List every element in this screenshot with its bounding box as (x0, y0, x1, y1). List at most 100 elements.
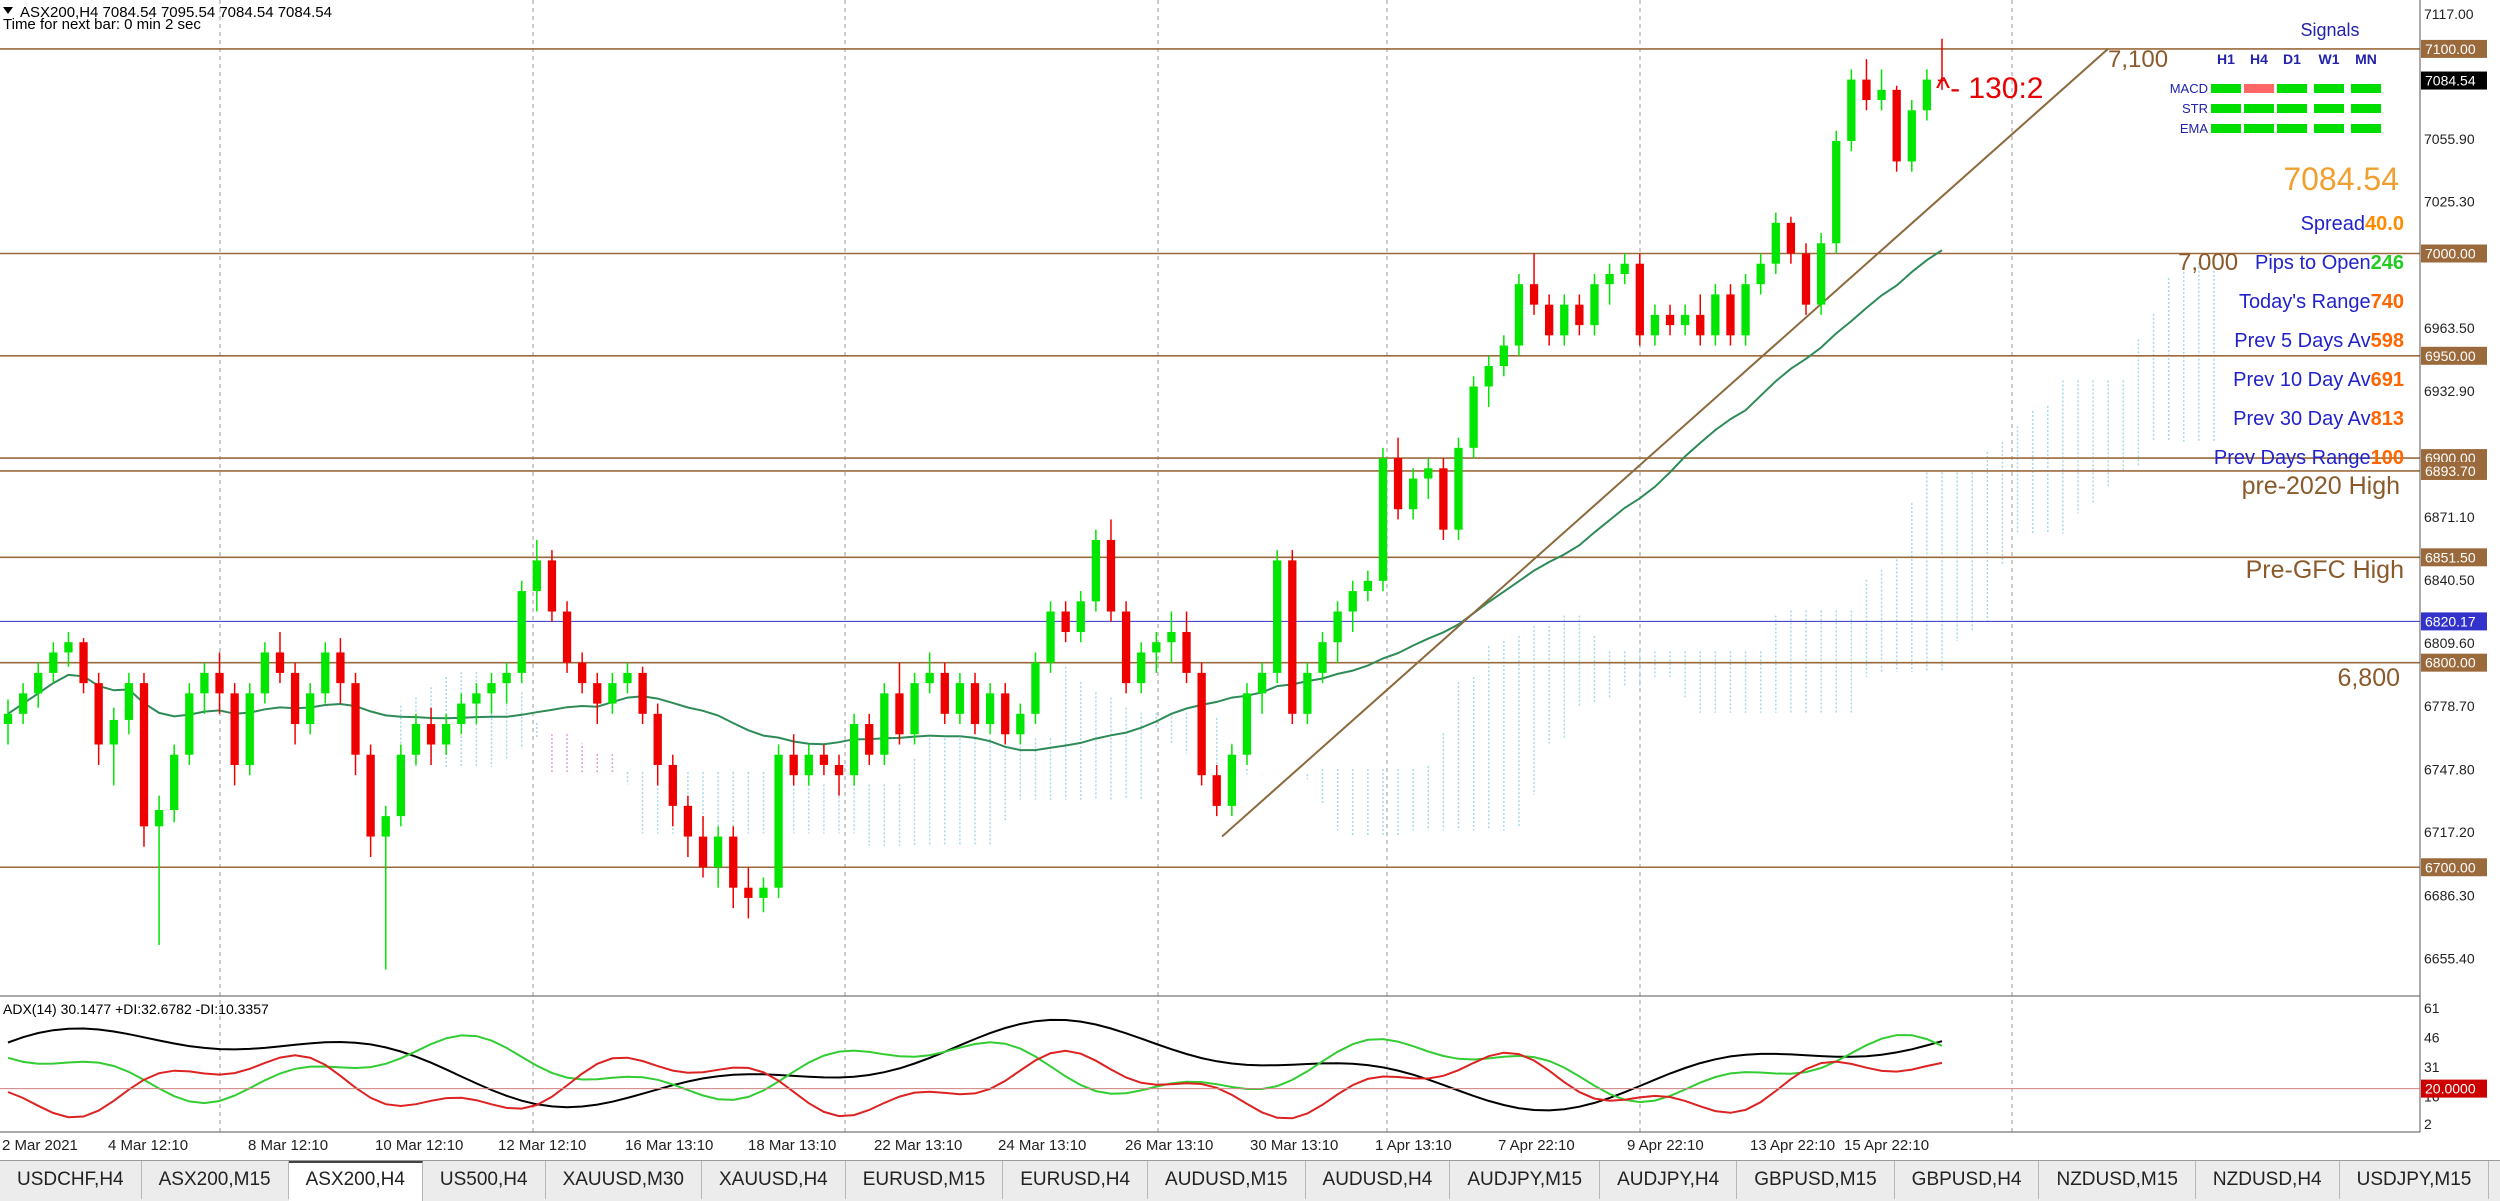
info-row: Today's Range740 (2239, 291, 2404, 313)
price-tick: 6840.50 (2424, 572, 2475, 588)
candle (124, 672, 134, 735)
trendline[interactable] (1221, 48, 2109, 838)
candle (109, 707, 118, 786)
candle (1257, 662, 1267, 714)
candle (789, 734, 798, 786)
price-tick: 6871.10 (2424, 509, 2475, 525)
chart-tab[interactable]: GBPUSD,H4 (1895, 1161, 2040, 1199)
level-label-7100: 7,100 (2108, 46, 2168, 73)
level-tag: 6893.70 (2421, 461, 2487, 480)
candle (49, 642, 58, 684)
candle (245, 683, 254, 776)
time-tick: 2 Mar 2021 (2, 1137, 78, 1154)
candle (1605, 263, 1614, 305)
price-axis: 7117.00 7055.90 7025.30 6963.50 6932.90 6871.… (2424, 6, 2475, 966)
candle (653, 703, 662, 786)
chart-tab[interactable]: USDCHF,H4 (0, 1161, 142, 1199)
price-tick: 6717.20 (2424, 824, 2475, 840)
price-tick: 7055.90 (2424, 131, 2475, 147)
chart-tab[interactable]: EURUSD,M15 (846, 1161, 1004, 1199)
price-tick: 6963.50 (2424, 320, 2475, 336)
candle (381, 805, 390, 970)
adx-tick: 31 (2424, 1059, 2440, 1075)
menu-triangle-icon[interactable] (3, 7, 13, 14)
current-price-display: 7084.54 (2283, 161, 2399, 197)
chart-tab[interactable]: AUDUSD,M15 (1148, 1161, 1306, 1199)
candle (426, 707, 436, 765)
candle (880, 683, 889, 765)
candle (1363, 570, 1372, 602)
candle (260, 642, 270, 704)
chart-tab[interactable]: US$ (2489, 1161, 2500, 1199)
level-tag: 6800.00 (2421, 653, 2487, 672)
time-tick: 18 Mar 13:10 (748, 1137, 836, 1154)
candle (1545, 294, 1554, 346)
candle (336, 638, 345, 704)
candle (154, 795, 164, 945)
candle (1529, 253, 1539, 315)
svg-text:6893.70: 6893.70 (2425, 463, 2476, 479)
adx-level-tag: 20.0000 (2421, 1079, 2487, 1098)
candle (668, 754, 677, 827)
time-tick: 1 Apr 13:10 (1375, 1137, 1452, 1154)
candle (139, 672, 149, 847)
chart-tab[interactable]: GBPUSD,M15 (1737, 1161, 1895, 1199)
candle (925, 652, 934, 694)
signals-title: Signals (2300, 20, 2359, 40)
moving-average-line (7, 249, 1943, 752)
candle (1182, 611, 1191, 684)
info-row: Prev Days Range100 (2214, 447, 2404, 469)
chart-tab[interactable]: AUDJPY,H4 (1600, 1161, 1738, 1199)
candle (230, 683, 239, 786)
candle (1242, 683, 1252, 765)
chart-tab[interactable]: AUDUSD,H4 (1306, 1161, 1451, 1199)
signal-indicator (2244, 124, 2274, 133)
candle (774, 744, 783, 898)
level-tags: 7100.007084.547000.006950.006900.006893.… (2421, 39, 2487, 877)
adx-main-line (7, 1018, 1943, 1112)
chart-tab[interactable]: ASX200,M15 (142, 1161, 289, 1199)
chart-tab[interactable]: EURUSD,H4 (1003, 1161, 1149, 1199)
chart-tab[interactable]: XAUUSD,M30 (546, 1161, 702, 1199)
candle (910, 672, 919, 745)
time-tick: 8 Mar 12:10 (248, 1137, 328, 1154)
chart-tab[interactable]: NZDUSD,M15 (2039, 1161, 2196, 1199)
candle (1076, 591, 1085, 643)
level-tag: 7100.00 (2421, 39, 2487, 58)
candle (744, 867, 753, 919)
candle (457, 693, 466, 735)
level-tag: 6950.00 (2421, 346, 2487, 365)
time-tick: 7 Apr 22:10 (1498, 1137, 1575, 1154)
candle (593, 672, 602, 725)
candle (1771, 212, 1780, 274)
signal-timeframe: H4 (2250, 51, 2268, 67)
pre-2020-high-label: pre-2020 High (2242, 472, 2400, 500)
candle (1288, 550, 1297, 725)
candle (94, 672, 103, 765)
time-tick: 9 Apr 22:10 (1627, 1137, 1704, 1154)
chart-tab[interactable]: NZDUSD,H4 (2196, 1161, 2340, 1199)
candle (1424, 458, 1433, 499)
chart-canvas[interactable]: 7117.00 7055.90 7025.30 6963.50 6932.90 6871.… (0, 0, 2500, 1160)
candle (396, 744, 405, 827)
candle (1061, 601, 1070, 643)
price-tick: 7117.00 (2424, 6, 2474, 22)
candle (1227, 744, 1237, 817)
chart-tab[interactable]: US500,H4 (423, 1161, 546, 1199)
candle (1106, 519, 1116, 622)
candle (1696, 294, 1705, 346)
svg-text:6700.00: 6700.00 (2425, 859, 2476, 875)
signal-indicator (2314, 104, 2344, 113)
chart-tab[interactable]: XAUUSD,H4 (702, 1161, 846, 1199)
chart-tab[interactable]: USDJPY,M15 (2340, 1161, 2490, 1199)
signal-row-label: MACD (2170, 81, 2208, 96)
signal-indicator (2351, 124, 2381, 133)
chart-tab[interactable]: ASX200,H4 (288, 1161, 423, 1201)
candle (1303, 662, 1312, 725)
candle (1091, 529, 1101, 612)
chart-tab[interactable]: AUDJPY,M15 (1450, 1161, 1601, 1199)
time-axis: 2 Mar 2021 4 Mar 12:10 8 Mar 12:10 10 Mar 1… (2, 1137, 1929, 1154)
candle (1741, 273, 1750, 346)
candle (1862, 59, 1871, 111)
level-tag: 6851.50 (2421, 548, 2487, 567)
